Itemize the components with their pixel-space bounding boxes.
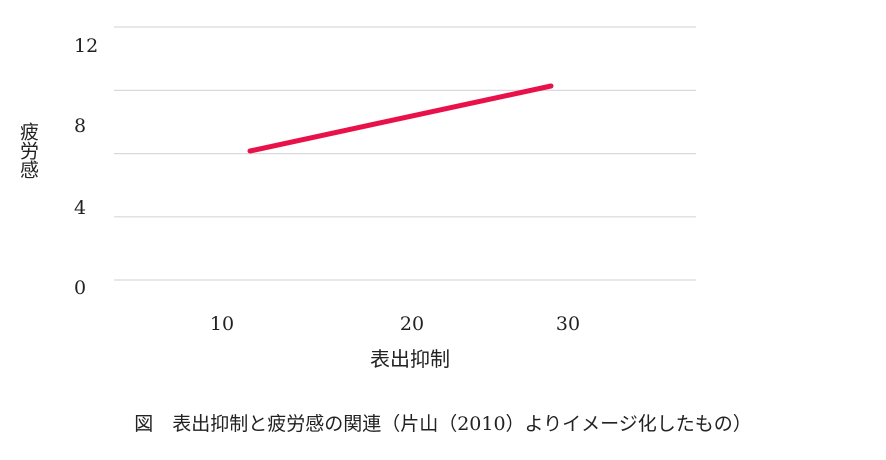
y-tick-labels: 0 4 8 12 xyxy=(74,35,98,299)
y-tick-label: 4 xyxy=(74,197,86,219)
gridlines xyxy=(114,26,696,281)
y-tick-label: 0 xyxy=(74,277,86,299)
figure-caption: 図 表出抑制と疲労感の関連（片山（2010）よりイメージ化したもの） xyxy=(134,413,752,435)
x-axis-label: 表出抑制 xyxy=(370,347,450,371)
y-tick-label: 8 xyxy=(74,115,86,137)
x-tick-label: 20 xyxy=(400,313,424,335)
y-axis-label: 疲労感 xyxy=(17,122,39,179)
series-lines xyxy=(247,83,554,154)
series-line xyxy=(247,83,554,154)
y-tick-label: 12 xyxy=(74,35,98,57)
x-tick-label: 30 xyxy=(556,313,580,335)
x-tick-label: 10 xyxy=(210,313,234,335)
x-tick-labels: 10 20 30 xyxy=(210,313,580,335)
